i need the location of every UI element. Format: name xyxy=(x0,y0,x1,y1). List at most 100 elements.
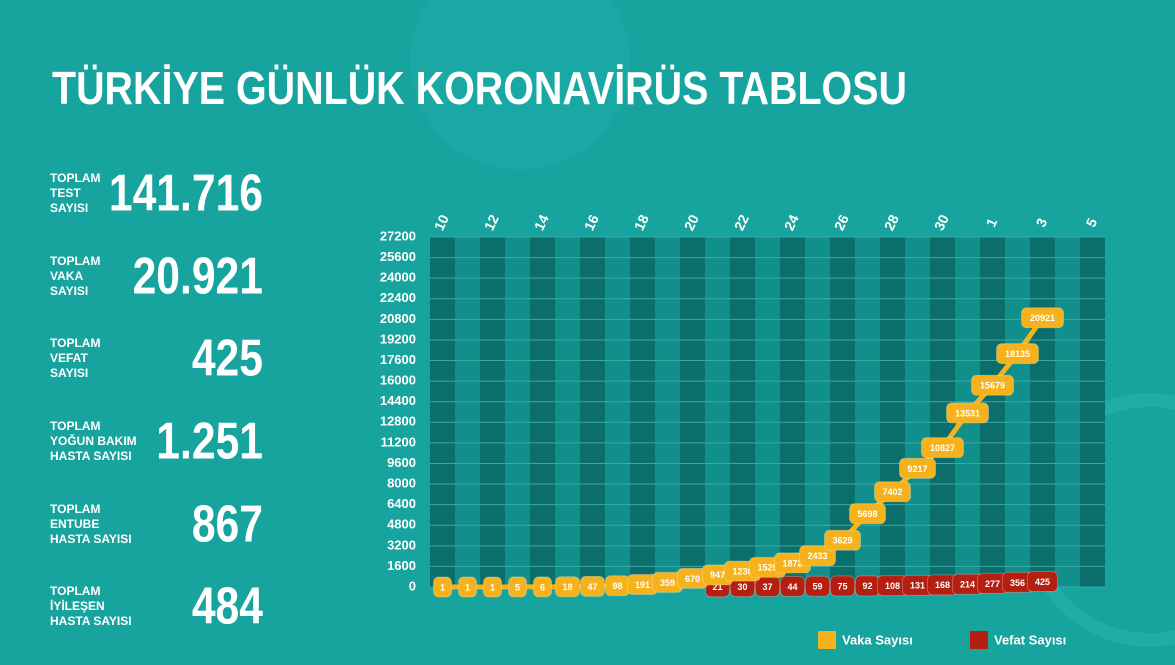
point-label: 59 xyxy=(812,582,822,592)
point-label: 7402 xyxy=(882,487,902,497)
title: TÜRKİYE GÜNLÜK KORONAVİRÜS TABLOSU xyxy=(52,62,907,114)
stat-value: 425 xyxy=(192,330,263,388)
stat-label: TOPLAM xyxy=(50,254,100,268)
stat-label: TEST xyxy=(50,186,81,200)
point-marker xyxy=(799,545,836,567)
y-tick-label: 19200 xyxy=(380,331,416,346)
point-marker xyxy=(1021,307,1064,329)
x-tick-label: 24 xyxy=(781,212,802,233)
stat-label: TOPLAM xyxy=(50,584,100,598)
point-label: 20921 xyxy=(1030,313,1055,323)
point-marker xyxy=(946,402,989,424)
column-stripe xyxy=(680,237,705,587)
y-tick-label: 16000 xyxy=(380,373,416,388)
point-label: 2433 xyxy=(807,551,827,561)
point-label: 214 xyxy=(960,580,975,590)
point-label: 92 xyxy=(862,581,872,591)
point-label: 108 xyxy=(885,581,900,591)
stat-label: İYİLEŞEN xyxy=(50,598,105,613)
point-label: 98 xyxy=(612,581,622,591)
y-tick-label: 17600 xyxy=(380,352,416,367)
x-tick-label: 18 xyxy=(631,212,652,233)
point-marker xyxy=(483,576,502,598)
y-tick-label: 27200 xyxy=(380,228,416,243)
point-label: 5698 xyxy=(857,509,877,519)
point-label: 47 xyxy=(587,582,597,592)
point-marker xyxy=(458,576,477,598)
column-stripe xyxy=(630,237,655,587)
point-label: 18 xyxy=(562,582,572,592)
point-marker xyxy=(805,575,830,597)
y-tick-label: 9600 xyxy=(387,455,416,470)
x-tick-label: 10 xyxy=(431,212,452,233)
y-tick-label: 20800 xyxy=(380,311,416,326)
point-label: 947 xyxy=(710,570,725,580)
stat-label: YOĞUN BAKIM xyxy=(50,433,137,448)
point-label: 191 xyxy=(635,580,650,590)
point-label: 30 xyxy=(737,582,747,592)
stat-value: 867 xyxy=(192,496,263,554)
point-marker xyxy=(921,437,964,459)
y-tick-label: 25600 xyxy=(380,249,416,264)
stat-value-group: 1.251 xyxy=(156,413,263,471)
point-label: 1529 xyxy=(757,563,777,573)
column-stripe xyxy=(430,237,455,587)
point-marker xyxy=(433,576,452,598)
point-label: 21 xyxy=(712,582,722,592)
stat-label: HASTA SAYISI xyxy=(50,532,132,546)
y-tick-label: 14400 xyxy=(380,393,416,408)
stat-value-group: 141.716 xyxy=(109,165,263,223)
point-label: 5 xyxy=(515,582,520,592)
point-label: 37 xyxy=(762,582,772,592)
column-stripe xyxy=(730,237,755,587)
point-label: 1 xyxy=(440,582,445,592)
chart: 0 1600 3200 4800 6400 8000 9600 11200 12800 14400… xyxy=(380,212,1105,649)
point-marker xyxy=(580,575,605,597)
legend-swatch xyxy=(970,631,988,649)
point-marker xyxy=(899,457,936,479)
point-label: 277 xyxy=(985,579,1000,589)
point-marker xyxy=(780,575,805,597)
point-label: 670 xyxy=(685,574,700,584)
y-tick-label: 22400 xyxy=(380,290,416,305)
stat-value-group: 484 xyxy=(192,578,264,636)
point-label: 131 xyxy=(910,581,925,591)
stat-label: TOPLAM xyxy=(50,419,100,433)
point-marker xyxy=(824,529,861,551)
point-label: 75 xyxy=(837,581,847,591)
column-stripe xyxy=(530,237,555,587)
point-label: 168 xyxy=(935,580,950,590)
stat-label: TOPLAM xyxy=(50,171,100,185)
stat-label: VAKA xyxy=(50,269,83,283)
y-tick-label: 6400 xyxy=(387,496,416,511)
column-stripe xyxy=(580,237,605,587)
point-label: 425 xyxy=(1035,577,1050,587)
y-tick-label: 4800 xyxy=(387,517,416,532)
point-label: 9217 xyxy=(907,464,927,474)
point-marker xyxy=(996,343,1039,365)
point-marker xyxy=(874,481,911,503)
point-label: 1236 xyxy=(732,566,752,576)
point-label: 44 xyxy=(787,582,797,592)
stat-label: VEFAT xyxy=(50,351,88,365)
stat-value-group: 425 xyxy=(192,330,263,388)
y-tick-label: 11200 xyxy=(381,434,416,449)
point-label: 13531 xyxy=(955,408,980,418)
stat-value-group: 867 xyxy=(192,496,263,554)
legend-label: Vaka Sayısı xyxy=(842,632,913,647)
point-marker xyxy=(555,576,580,598)
y-tick-label: 24000 xyxy=(380,270,416,285)
point-label: 356 xyxy=(1010,578,1025,588)
legend-label: Vefat Sayısı xyxy=(994,632,1066,647)
point-marker xyxy=(533,576,552,598)
stat-label: SAYISI xyxy=(50,284,88,298)
column-stripe xyxy=(880,237,905,587)
stat-value: 484 xyxy=(192,578,264,636)
virus-decoration xyxy=(410,0,630,170)
stat-label: TOPLAM xyxy=(50,336,100,350)
stat-label: SAYISI xyxy=(50,366,88,380)
stat-label: HASTA SAYISI xyxy=(50,449,132,463)
point-label: 18135 xyxy=(1005,349,1030,359)
